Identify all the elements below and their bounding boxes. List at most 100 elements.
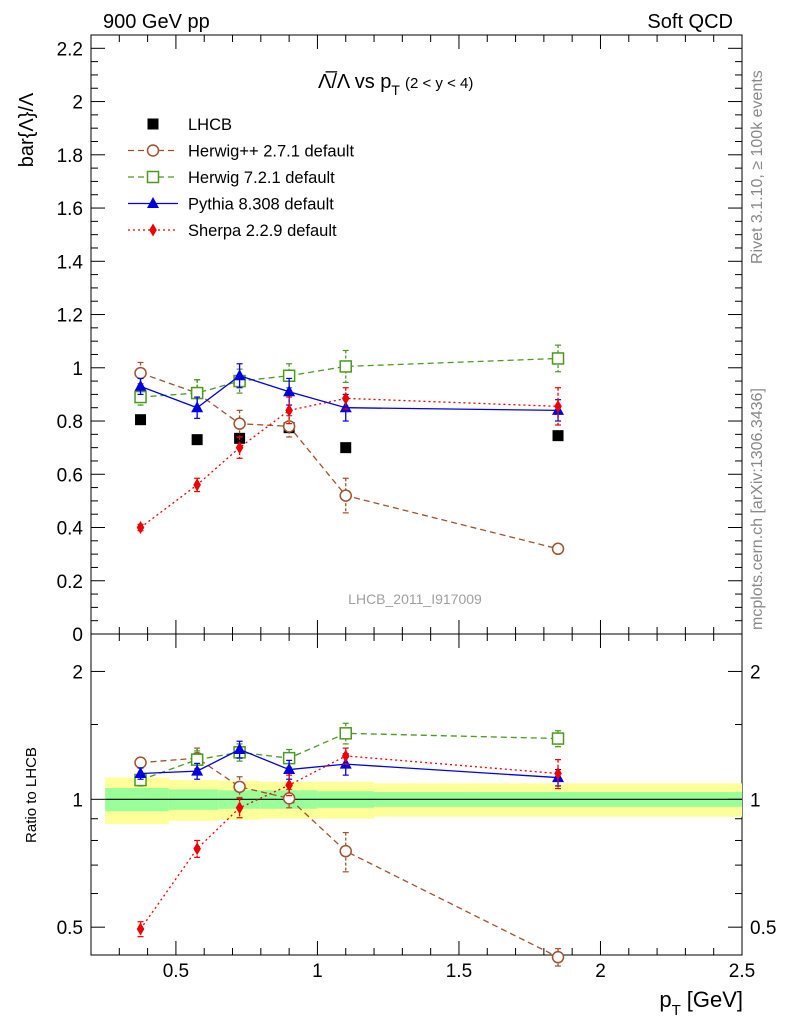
main-series-lhcb	[135, 414, 564, 454]
main-point-pythia-8-308-default	[134, 379, 147, 391]
main-point-pythia-8-308-default	[191, 401, 204, 413]
main-point-lhcb	[191, 434, 203, 446]
ratio-point-herwig-2-7-1-default	[134, 756, 147, 769]
main-y-tick-label: 2.2	[57, 39, 83, 60]
main-point-herwig-2-7-1-default	[233, 417, 246, 430]
ratio-point-sherpa-2-2-9-default	[193, 842, 201, 856]
main-y-tick-label: 0.8	[57, 412, 83, 433]
main-line-herwig-2-7-1-default	[140, 372, 559, 550]
ratio-y-tick-label: 2	[72, 662, 83, 683]
main-point-sherpa-2-2-9-default	[136, 521, 145, 535]
main-point-herwig-7-2-1-default	[339, 360, 352, 373]
ratio-y-tick-label: 1	[72, 790, 83, 811]
legend-label: Pythia 8.308 default	[188, 196, 334, 214]
ratio-reference-band	[105, 777, 742, 824]
legend-label: LHCB	[188, 116, 232, 134]
ratio-series-herwig-7-2-1-default	[134, 722, 565, 787]
ratio-point-herwig-7-2-1-default	[551, 732, 565, 745]
legend-marker	[147, 118, 159, 130]
ratio-series	[134, 722, 565, 967]
main-point-herwig-2-7-1-default	[551, 542, 565, 556]
legend-marker	[146, 144, 160, 157]
main-point-herwig-2-7-1-default	[339, 489, 352, 502]
ratio-series-sherpa-2-2-9-default	[136, 747, 562, 938]
legend-label: Herwig++ 2.7.1 default	[188, 143, 354, 161]
process-label: Soft QCD	[647, 11, 733, 33]
legend-marker	[146, 170, 160, 184]
ratio-line-herwig-7-2-1-default	[140, 732, 559, 781]
main-y-tick-label: 2	[72, 93, 83, 114]
main-y-tick-label: 0.2	[57, 572, 83, 593]
ratio-point-pythia-8-308-default	[283, 763, 296, 775]
main-y-tick-label: 0.6	[57, 465, 83, 486]
main-line-pythia-8-308-default	[140, 375, 559, 412]
main-point-sherpa-2-2-9-default	[235, 441, 244, 455]
chart-title-sub: T	[391, 82, 400, 98]
main-point-pythia-8-308-default	[233, 369, 246, 381]
x-axis-label: pT [GeV]	[659, 987, 743, 1019]
main-point-herwig-2-7-1-default	[134, 366, 147, 380]
ratio-point-pythia-8-308-default	[233, 742, 246, 754]
main-y-axis-label: bar{Λ}/Λ	[16, 92, 38, 167]
ratio-point-sherpa-2-2-9-default	[235, 801, 244, 815]
legend-entry-herwig-7-2-1-default: Herwig 7.2.1 default	[128, 169, 335, 187]
ratio-point-herwig-2-7-1-default	[551, 950, 565, 964]
analysis-watermark: LHCB_2011_I917009	[348, 591, 482, 607]
x-tick-label: 1	[312, 961, 323, 982]
main-y-tick-label: 0	[72, 625, 83, 646]
main-point-sherpa-2-2-9-default	[341, 391, 350, 405]
main-point-herwig-7-2-1-default	[551, 352, 565, 365]
main-line-herwig-7-2-1-default	[140, 357, 559, 398]
legend-marker	[149, 223, 157, 237]
x-tick-label: 0.5	[163, 961, 189, 982]
ratio-axes: 0.5 0.5 1 1 2 2 0.5 1 1.5 2 2.5	[57, 634, 776, 982]
chart-title: Λ̅/Λ vs pT (2 < y < 4)	[318, 70, 473, 98]
ratio-point-herwig-2-7-1-default	[233, 780, 246, 794]
ratio-point-herwig-7-2-1-default	[339, 727, 352, 740]
ratio-point-sherpa-2-2-9-default	[341, 749, 350, 763]
x-tick-label: 1.5	[446, 961, 472, 982]
chart-title-condition: (2 < y < 4)	[405, 75, 473, 92]
main-point-lhcb	[552, 430, 564, 442]
legend-label: Herwig 7.2.1 default	[188, 169, 335, 187]
legend: LHCB Herwig++ 2.7.1 default Herwig 7.2.1 d…	[128, 116, 354, 240]
main-point-pythia-8-308-default	[283, 385, 296, 397]
main-point-sherpa-2-2-9-default	[193, 478, 201, 492]
main-point-lhcb	[340, 442, 352, 454]
ratio-point-pythia-8-308-default	[134, 767, 147, 779]
main-y-tick-label: 1.6	[57, 199, 83, 220]
ratio-y-tick-label-right: 1	[750, 790, 761, 811]
mcplots-label: mcplots.cern.ch [arXiv:1306.3436]	[749, 388, 766, 630]
legend-entry-herwig-2-7-1-default: Herwig++ 2.7.1 default	[128, 143, 354, 161]
legend-entry-pythia-8-308-default: Pythia 8.308 default	[128, 196, 334, 214]
ratio-line-pythia-8-308-default	[140, 748, 559, 779]
main-series-sherpa-2-2-9-default	[136, 387, 562, 535]
main-y-tick-label: 0.4	[57, 519, 84, 540]
legend-marker	[147, 197, 159, 208]
main-y-tick-label: 1.2	[57, 306, 83, 327]
main-point-sherpa-2-2-9-default	[554, 399, 562, 413]
legend-entry-sherpa-2-2-9-default: Sherpa 2.2.9 default	[128, 222, 337, 240]
rivet-label: Rivet 3.1.10, ≥ 100k events	[749, 70, 766, 264]
x-tick-label: 2.5	[729, 961, 755, 982]
x-tick-label: 2	[595, 961, 606, 982]
legend-label: Sherpa 2.2.9 default	[188, 222, 337, 240]
main-y-tick-label: 1.8	[57, 146, 83, 167]
main-y-tick-label: 1.4	[57, 252, 84, 273]
ratio-point-sherpa-2-2-9-default	[285, 778, 293, 792]
ratio-point-herwig-2-7-1-default	[282, 792, 296, 805]
main-axes: 0 0.2 0.4 0.6 0.8 1 1.2 1.4 1.6 1.8 2 2.2	[57, 34, 743, 646]
ratio-y-tick-label: 0.5	[57, 918, 83, 939]
legend-entry-lhcb: LHCB	[147, 116, 232, 134]
main-point-lhcb	[135, 414, 147, 426]
ratio-point-pythia-8-308-default	[191, 764, 204, 776]
ratio-y-axis-label: Ratio to LHCB	[23, 747, 40, 843]
main-series	[134, 344, 565, 556]
chart-title-main: Λ̅/Λ vs p	[318, 70, 391, 93]
ratio-y-tick-label-right: 0.5	[750, 918, 776, 939]
energy-label: 900 GeV pp	[103, 11, 210, 33]
ratio-line-sherpa-2-2-9-default	[140, 755, 559, 930]
ratio-point-sherpa-2-2-9-default	[554, 767, 562, 781]
main-point-sherpa-2-2-9-default	[285, 403, 293, 417]
ratio-point-herwig-2-7-1-default	[339, 844, 352, 858]
